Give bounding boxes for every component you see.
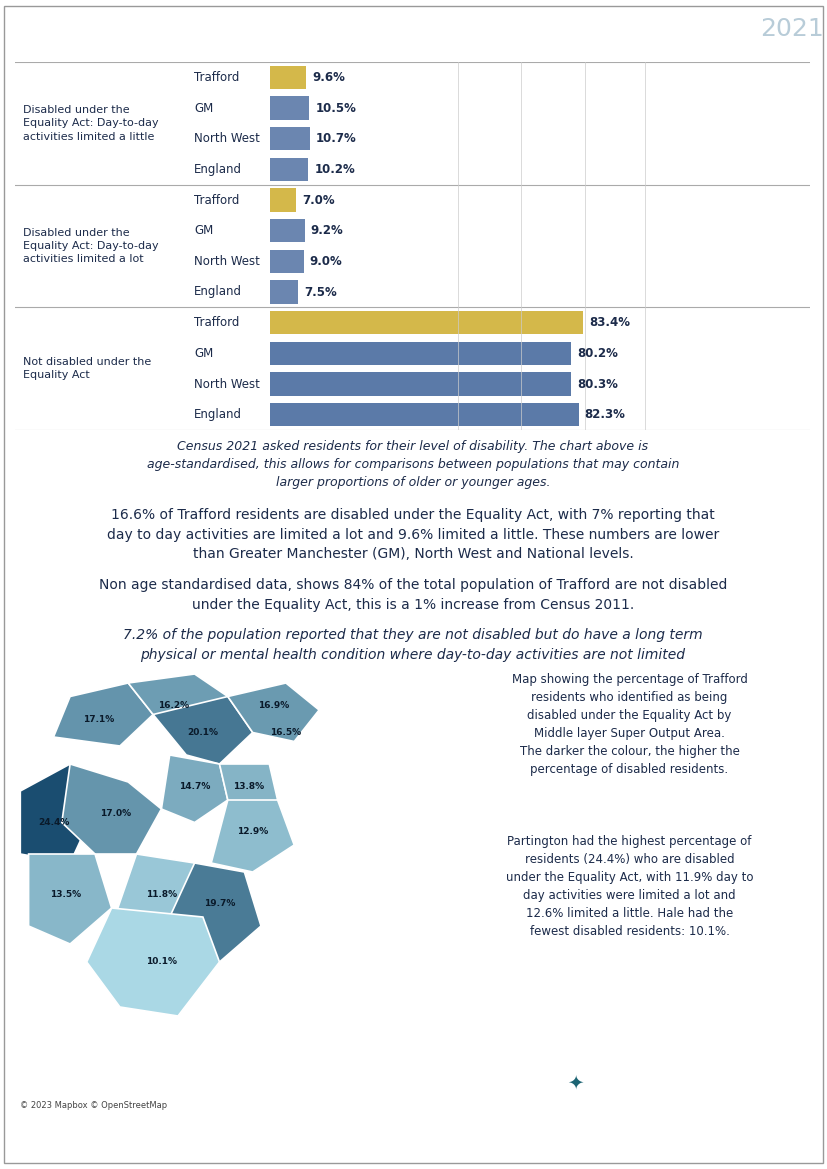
Text: GM: GM (194, 347, 213, 360)
Text: 82.3%: 82.3% (585, 408, 625, 421)
Text: North West: North West (194, 132, 260, 145)
Polygon shape (227, 683, 319, 741)
Text: 9.2%: 9.2% (310, 224, 343, 237)
Polygon shape (112, 855, 203, 945)
Circle shape (553, 1060, 597, 1105)
Text: 14.7%: 14.7% (179, 782, 210, 791)
Text: North West: North West (194, 255, 260, 268)
Polygon shape (161, 755, 227, 823)
Polygon shape (62, 765, 161, 855)
Text: 13.5%: 13.5% (50, 890, 82, 899)
Text: North West: North West (194, 378, 260, 390)
Text: 17.1%: 17.1% (84, 714, 115, 724)
Polygon shape (128, 675, 227, 733)
Text: Trafford Disability: Trafford Disability (18, 14, 385, 48)
Bar (270, 188, 296, 212)
Text: 7.0%: 7.0% (302, 194, 335, 207)
Text: 83.4%: 83.4% (589, 316, 629, 330)
Text: England: England (194, 408, 242, 421)
Text: 10.1%: 10.1% (146, 957, 177, 967)
Text: 9.0%: 9.0% (310, 255, 342, 268)
Bar (270, 373, 571, 395)
Polygon shape (211, 800, 294, 872)
Bar (270, 96, 309, 119)
Text: Trafford: Trafford (194, 316, 239, 330)
Text: 11.8%: 11.8% (146, 890, 177, 899)
Text: Census 2021 asked residents for their level of disability. The chart above is
ag: Census 2021 asked residents for their le… (147, 440, 679, 489)
Text: 16.2%: 16.2% (158, 701, 189, 710)
Text: 10.2%: 10.2% (314, 162, 355, 175)
Text: 13.8%: 13.8% (233, 782, 264, 791)
Bar (270, 219, 304, 242)
Bar (270, 311, 583, 334)
Bar (270, 281, 298, 304)
Text: Disabled under the
Equality Act: Day-to-day
activities limited a little: Disabled under the Equality Act: Day-to-… (23, 105, 159, 141)
Text: 80.2%: 80.2% (576, 347, 618, 360)
Polygon shape (29, 855, 112, 945)
Polygon shape (153, 697, 253, 765)
Text: 7.5%: 7.5% (304, 285, 337, 298)
Bar (270, 250, 304, 274)
Text: census: census (680, 18, 777, 41)
Text: England: England (194, 162, 242, 175)
Text: Intelligence: Intelligence (605, 1078, 675, 1087)
Text: Map showing the percentage of Trafford
residents who identified as being
disable: Map showing the percentage of Trafford r… (512, 673, 748, 776)
Text: © 2023 Mapbox © OpenStreetMap: © 2023 Mapbox © OpenStreetMap (21, 1101, 167, 1111)
Polygon shape (54, 683, 153, 746)
Bar (270, 65, 306, 89)
Text: 80.3%: 80.3% (577, 378, 618, 390)
Polygon shape (87, 908, 219, 1016)
Polygon shape (170, 863, 261, 962)
Text: GM: GM (194, 224, 213, 237)
Text: Not disabled under the
Equality Act: Not disabled under the Equality Act (23, 357, 151, 380)
Polygon shape (227, 683, 319, 741)
Text: 19.7%: 19.7% (203, 899, 235, 908)
Text: 17.0%: 17.0% (100, 809, 131, 818)
Text: Business: Business (605, 1065, 657, 1075)
Text: England: England (194, 285, 242, 298)
Polygon shape (21, 765, 95, 863)
Polygon shape (219, 765, 278, 823)
Text: Trafford: Trafford (194, 71, 239, 84)
Bar (270, 127, 310, 151)
Bar (270, 341, 571, 365)
Text: GM: GM (194, 102, 213, 115)
Bar (270, 158, 308, 181)
Text: 16.9%: 16.9% (258, 701, 289, 710)
Text: 20.1%: 20.1% (188, 728, 218, 736)
Text: Trafford: Trafford (194, 194, 239, 207)
Bar (270, 403, 579, 427)
Text: 10.5%: 10.5% (315, 102, 356, 115)
Text: 16.5%: 16.5% (270, 728, 302, 736)
Text: 7.2% of the population reported that they are not disabled but do have a long te: 7.2% of the population reported that the… (123, 628, 703, 662)
Text: Disabled under the
Equality Act: Day-to-day
activities limited a lot: Disabled under the Equality Act: Day-to-… (23, 228, 159, 264)
Text: Partington had the highest percentage of
residents (24.4%) who are disabled
unde: Partington had the highest percentage of… (506, 835, 753, 938)
Text: Non age standardised data, shows 84% of the total population of Trafford are not: Non age standardised data, shows 84% of … (98, 577, 727, 611)
Text: 9.6%: 9.6% (312, 71, 345, 84)
Text: Unit: Unit (605, 1090, 629, 1100)
Text: 2021: 2021 (760, 18, 824, 41)
Text: 10.7%: 10.7% (316, 132, 357, 145)
Text: 16.6% of Trafford residents are disabled under the Equality Act, with 7% reporti: 16.6% of Trafford residents are disabled… (107, 509, 719, 561)
Text: ✦: ✦ (566, 1073, 583, 1092)
Text: 24.4%: 24.4% (38, 818, 69, 826)
Text: 12.9%: 12.9% (237, 826, 268, 836)
